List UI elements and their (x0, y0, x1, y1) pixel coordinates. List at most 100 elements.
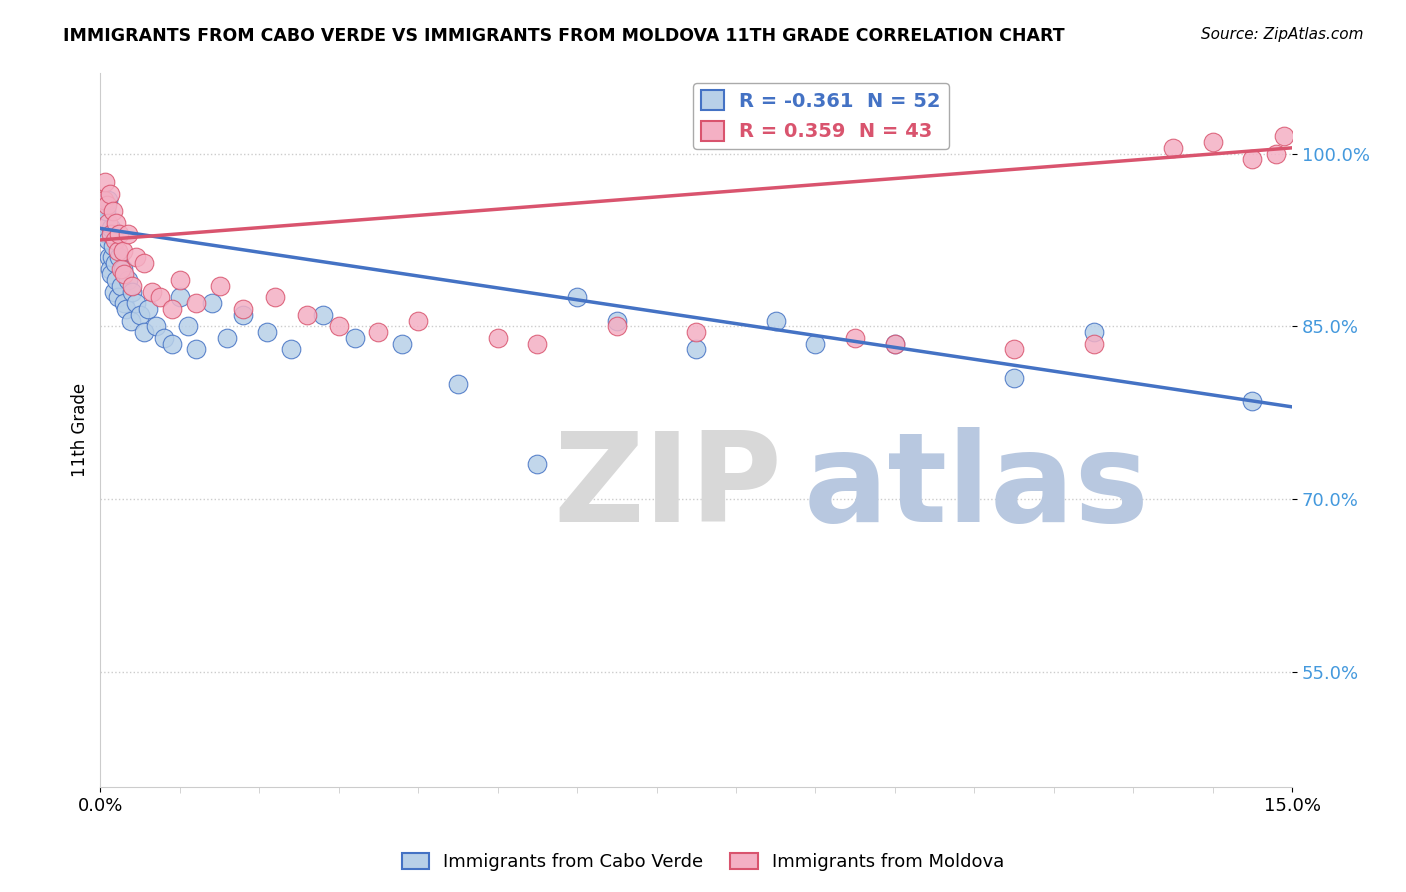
Point (97, 216, 120, 230)
Point (108, 227, 131, 242)
Text: Source: ZipAtlas.com: Source: ZipAtlas.com (1201, 27, 1364, 42)
Point (125, 296, 148, 310)
Point (112, 296, 135, 310)
Point (1002, 371, 1025, 385)
Point (125, 250, 148, 264)
Point (1002, 343, 1025, 357)
Point (101, 238, 124, 252)
Point (105, 273, 128, 287)
Point (1083, 336, 1105, 351)
Point (100, 268, 122, 282)
Point (120, 313, 142, 327)
Point (391, 336, 413, 351)
Point (565, 291, 588, 305)
Point (1083, 325, 1105, 339)
Point (108, 250, 131, 264)
Point (844, 331, 866, 345)
Point (100, 227, 122, 242)
Point (98, 186, 121, 201)
Point (107, 291, 129, 305)
Point (295, 308, 318, 322)
Point (111, 244, 134, 259)
Point (280, 343, 302, 357)
Text: ZIP: ZIP (553, 426, 782, 548)
Point (184, 296, 207, 310)
Point (132, 256, 155, 270)
Point (685, 343, 707, 357)
Point (160, 336, 183, 351)
Point (117, 227, 139, 242)
Point (121, 285, 143, 299)
Point (328, 319, 350, 334)
Point (606, 319, 628, 334)
Point (129, 308, 152, 322)
Point (111, 261, 134, 276)
Point (104, 233, 127, 247)
Point (93, 193, 115, 207)
Y-axis label: 11th Grade: 11th Grade (72, 383, 89, 477)
Point (367, 325, 389, 339)
Point (804, 336, 827, 351)
Point (153, 331, 176, 345)
Point (1241, 394, 1264, 409)
Point (110, 279, 132, 293)
Text: IMMIGRANTS FROM CABO VERDE VS IMMIGRANTS FROM MOLDOVA 11TH GRADE CORRELATION CHA: IMMIGRANTS FROM CABO VERDE VS IMMIGRANTS… (63, 27, 1064, 45)
Point (117, 273, 139, 287)
Legend: Immigrants from Cabo Verde, Immigrants from Moldova: Immigrants from Cabo Verde, Immigrants f… (395, 846, 1011, 879)
Point (112, 268, 135, 282)
Point (96, 227, 118, 242)
Point (114, 301, 136, 316)
Point (312, 308, 335, 322)
Point (1202, 135, 1225, 149)
Point (145, 319, 167, 334)
Point (107, 244, 129, 259)
Point (606, 313, 628, 327)
Point (217, 331, 239, 345)
Point (105, 216, 128, 230)
Point (526, 336, 548, 351)
Point (100, 221, 122, 235)
Point (101, 250, 124, 264)
Point (526, 458, 548, 472)
Point (883, 336, 905, 351)
Point (96, 193, 118, 207)
Point (685, 325, 707, 339)
Point (343, 331, 366, 345)
Point (1272, 129, 1295, 144)
Point (96, 198, 118, 212)
Point (93, 216, 115, 230)
Point (98, 261, 121, 276)
Point (883, 336, 905, 351)
Legend: R = -0.361  N = 52, R = 0.359  N = 43: R = -0.361 N = 52, R = 0.359 N = 43 (693, 83, 949, 149)
Point (256, 325, 278, 339)
Point (1241, 153, 1264, 167)
Point (94, 204, 117, 219)
Point (447, 376, 470, 391)
Point (406, 313, 429, 327)
Point (104, 256, 127, 270)
Point (184, 343, 207, 357)
Point (232, 308, 254, 322)
Point (264, 291, 287, 305)
Point (98, 250, 121, 264)
Point (103, 285, 125, 299)
Text: atlas: atlas (804, 426, 1149, 548)
Point (486, 331, 509, 345)
Point (101, 204, 124, 219)
Point (169, 291, 191, 305)
Point (121, 279, 143, 293)
Point (160, 301, 183, 316)
Point (132, 325, 155, 339)
Point (141, 285, 163, 299)
Point (765, 313, 787, 327)
Point (169, 273, 191, 287)
Point (1161, 141, 1184, 155)
Point (200, 296, 222, 310)
Point (94, 175, 117, 189)
Point (136, 301, 159, 316)
Point (177, 319, 200, 334)
Point (149, 291, 172, 305)
Point (110, 261, 132, 276)
Point (97, 233, 120, 247)
Point (208, 279, 231, 293)
